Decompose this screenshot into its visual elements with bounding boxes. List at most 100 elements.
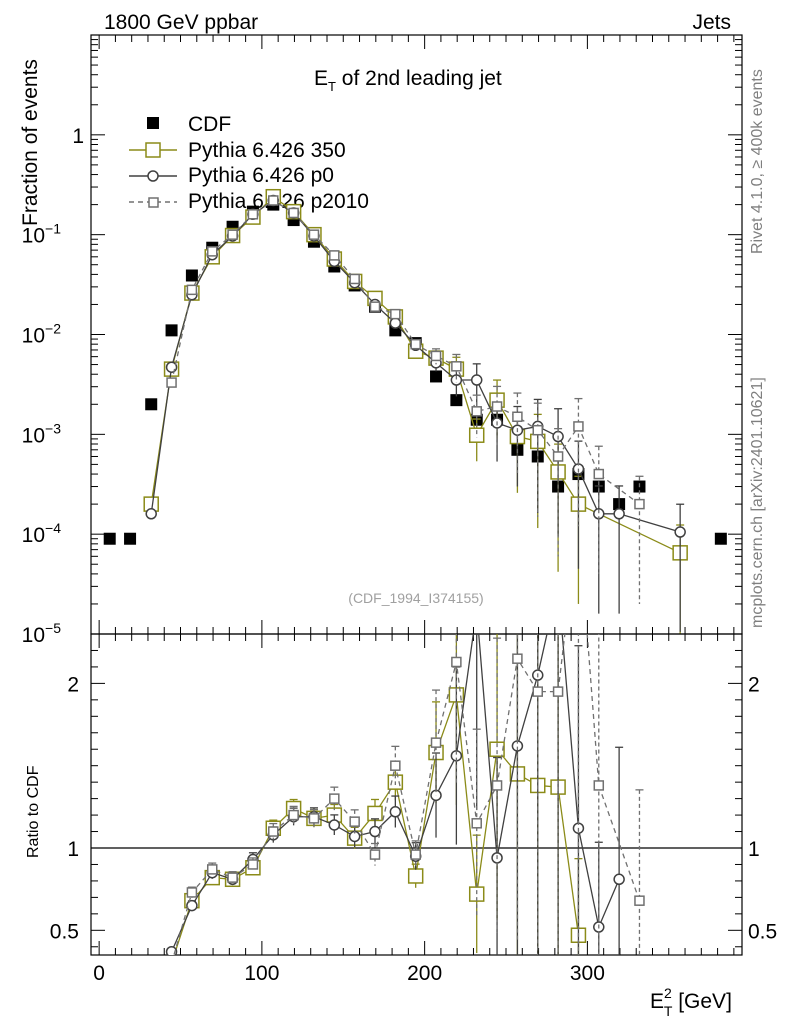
main-p2010-point xyxy=(288,207,299,219)
legend-cdf-label: CDF xyxy=(188,113,231,136)
main-p2010-point xyxy=(430,350,442,362)
ratio-p2010-point xyxy=(634,895,645,906)
main-p2010-point xyxy=(634,498,645,510)
ratio-p2010-point xyxy=(430,737,442,748)
ratio-p2010-point xyxy=(552,686,564,697)
main-p0-point xyxy=(674,526,686,538)
mcplots-label: mcplots.cern.ch [arXiv:2401.10621] xyxy=(749,377,766,628)
ratio-panel: 0 100 200 300 0.5 0.5 1 1 2 2 xyxy=(50,580,777,985)
x-tick-label: 300 xyxy=(570,962,605,985)
cdf-point xyxy=(124,532,137,545)
ratio-y-tick-label-left: 2 xyxy=(67,673,79,696)
ratio-p2010-point xyxy=(512,653,523,664)
main-p2010-point xyxy=(410,338,421,350)
main-py350-point xyxy=(468,427,485,443)
main-p0-point xyxy=(145,508,157,520)
ratio-p2010-point xyxy=(349,816,360,827)
ratio-p0-series xyxy=(165,580,625,955)
cdf-point xyxy=(165,324,178,337)
ratio-p2010-point xyxy=(308,813,320,824)
ratio-p2010-point xyxy=(593,780,605,791)
cdf-point xyxy=(430,370,443,383)
cdf-point xyxy=(185,269,198,282)
ratio-p2010-point xyxy=(410,849,421,860)
main-p0-point xyxy=(470,374,483,386)
main-y-tick-label: 10−5 xyxy=(22,620,62,647)
main-p0-point xyxy=(450,374,463,386)
x-tick-label: 200 xyxy=(407,962,442,985)
ratio-py350-point xyxy=(489,741,505,757)
legend-entry-cdf: CDF xyxy=(147,113,231,136)
cdf-point xyxy=(450,394,463,407)
energy-label: 1800 GeV ppbar xyxy=(104,11,258,34)
cdf-point xyxy=(145,398,158,411)
ratio-p2010-point xyxy=(186,887,198,898)
ratio-py350-point xyxy=(407,868,424,884)
main-p2010-series xyxy=(166,195,645,604)
legend-entry-p0: Pythia 6.426 p0 xyxy=(129,164,334,187)
main-p2010-point xyxy=(593,468,605,480)
main-p2010-point xyxy=(186,284,198,296)
cdf-point xyxy=(714,532,727,545)
y-axis-title-ratio: Ratio to CDF xyxy=(25,765,42,858)
ratio-p0-point xyxy=(186,899,198,912)
main-p2010-point xyxy=(552,451,564,462)
plot-title: ET of 2nd leading jet xyxy=(314,67,502,94)
legend-cdf-marker xyxy=(147,117,159,129)
main-p2010-point xyxy=(166,377,177,388)
main-p2010-point xyxy=(471,406,482,417)
process-label: Jets xyxy=(692,11,731,34)
ratio-p2010-point xyxy=(268,826,279,837)
main-py350-line xyxy=(150,195,681,554)
ratio-p0-point xyxy=(369,825,381,838)
main-y-tick-label: 1 xyxy=(72,125,84,148)
ratio-p2010-point xyxy=(369,849,381,860)
legend-p2010-marker xyxy=(148,197,159,208)
main-p2010-point xyxy=(227,229,238,240)
main-p2010-point xyxy=(268,195,279,206)
ratio-y-tick-label-right: 1 xyxy=(748,838,760,861)
main-p2010-point xyxy=(369,301,381,312)
main-p2010-point xyxy=(247,209,259,220)
cdf-series xyxy=(103,198,727,545)
legend-p0-label: Pythia 6.426 p0 xyxy=(188,164,334,187)
ratio-p2010-point xyxy=(206,864,218,875)
ratio-p0-point xyxy=(553,580,563,590)
ratio-y-tick-label-right: 0.5 xyxy=(748,920,777,943)
main-p2010-point xyxy=(308,229,320,240)
ratio-p2010-point xyxy=(227,872,238,883)
ratio-p2010-point xyxy=(532,686,543,697)
main-y-tick-label: 10−3 xyxy=(22,420,62,447)
x-tick-label: 0 xyxy=(93,962,105,985)
ratio-y-tick-label-right: 2 xyxy=(748,673,760,696)
legend-py350-marker xyxy=(145,142,161,158)
ratio-p2010-line xyxy=(173,634,641,955)
ratio-p2010-point xyxy=(491,780,503,791)
legend: CDF Pythia 6.426 350 Pythia 6.426 p0 Pyt… xyxy=(129,113,369,213)
ratio-p2010-point xyxy=(288,809,299,821)
x-tick-label: 100 xyxy=(244,962,279,985)
legend-py350-label: Pythia 6.426 350 xyxy=(188,139,346,162)
main-panel: 1 10−1 10−2 10−3 10−4 10−5 xyxy=(22,34,743,647)
main-p2010-point xyxy=(206,246,218,257)
main-p2010-point xyxy=(451,361,462,372)
x-axis-title: E2 T [GeV] xyxy=(650,985,732,1019)
ratio-p0-point xyxy=(613,873,625,886)
y-axis-title-main: Fraction of events xyxy=(19,59,42,226)
main-y-tick-label: 10−4 xyxy=(22,520,62,547)
main-y-tick-label: 10−1 xyxy=(22,221,62,248)
ratio-p0-point xyxy=(389,806,402,818)
legend-p0-marker xyxy=(147,170,159,182)
analysis-reference: (CDF_1994_I374155) xyxy=(348,590,483,606)
main-p0-series xyxy=(145,194,686,632)
ratio-p2010-point xyxy=(471,818,482,829)
main-p2010-point xyxy=(573,421,584,432)
main-p2010-point xyxy=(491,401,503,412)
ratio-p2010-point xyxy=(329,793,340,804)
ratio-frame xyxy=(90,633,743,956)
ratio-py350-point xyxy=(165,956,179,970)
main-p2010-point xyxy=(390,308,401,320)
ratio-p2010-series xyxy=(173,634,645,955)
ratio-y-tick-label-left: 0.5 xyxy=(50,920,79,943)
main-p2010-point xyxy=(512,411,523,423)
